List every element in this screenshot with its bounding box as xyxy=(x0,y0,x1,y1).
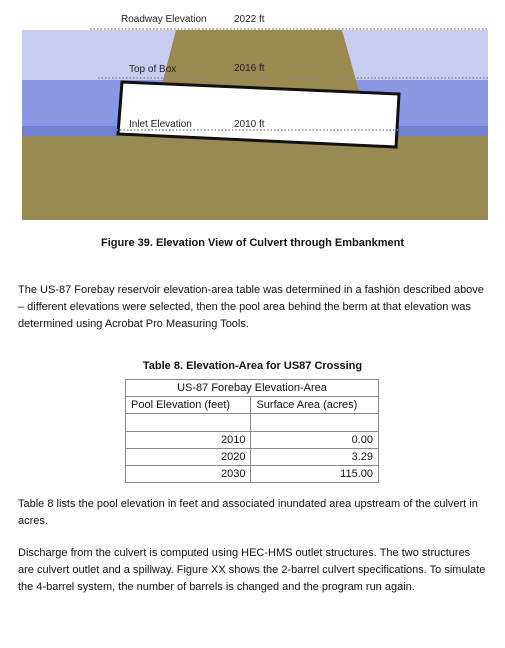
table-row: 2020 3.29 xyxy=(124,448,379,466)
table-spacer-cell xyxy=(250,413,379,432)
surface-area-cell: 115.00 xyxy=(250,465,379,483)
paragraph-discharge: Discharge from the culvert is computed u… xyxy=(18,547,486,593)
top-of-box-value: 2016 ft xyxy=(234,63,265,74)
table-group-header-row: US-87 Forebay Elevation-Area xyxy=(125,379,379,397)
pool-elevation-cell: 2010 xyxy=(124,431,252,449)
pool-elevation-cell: 2020 xyxy=(124,448,252,466)
column-header-pool-elevation: Pool Elevation (feet) xyxy=(124,396,252,414)
top-of-box-label: Top of Box xyxy=(129,64,176,75)
surface-area-cell: 3.29 xyxy=(250,448,379,466)
surface-area-cell: 0.00 xyxy=(250,431,379,449)
roadway-label: Roadway Elevation xyxy=(121,14,207,25)
column-header-surface-area: Surface Area (acres) xyxy=(250,396,379,414)
table-column-header-row: Pool Elevation (feet) Surface Area (acre… xyxy=(124,396,379,414)
pool-elevation-cell: 2030 xyxy=(124,465,252,483)
paragraph-table-description: Table 8 lists the pool elevation in feet… xyxy=(18,498,478,527)
inlet-value: 2010 ft xyxy=(234,119,265,130)
table-spacer-row xyxy=(124,413,379,432)
table-group-header: US-87 Forebay Elevation-Area xyxy=(125,379,379,397)
table-row: 2030 115.00 xyxy=(124,465,379,483)
elevation-area-table: US-87 Forebay Elevation-Area Pool Elevat… xyxy=(124,379,379,483)
ground xyxy=(22,136,488,220)
culvert-box xyxy=(116,80,401,149)
roadway-value: 2022 ft xyxy=(234,14,265,25)
figure-caption: Figure 39. Elevation View of Culvert thr… xyxy=(101,237,404,249)
table-spacer-cell xyxy=(124,413,252,432)
table-title: Table 8. Elevation-Area for US87 Crossin… xyxy=(142,360,363,372)
paragraph-elevation-area-method: The US-87 Forebay reservoir elevation-ar… xyxy=(18,284,484,330)
table-row: 2010 0.00 xyxy=(124,431,379,449)
culvert-elevation-figure: Roadway Elevation 2022 ft Top of Box 201… xyxy=(22,14,488,220)
inlet-label: Inlet Elevation xyxy=(129,119,192,130)
